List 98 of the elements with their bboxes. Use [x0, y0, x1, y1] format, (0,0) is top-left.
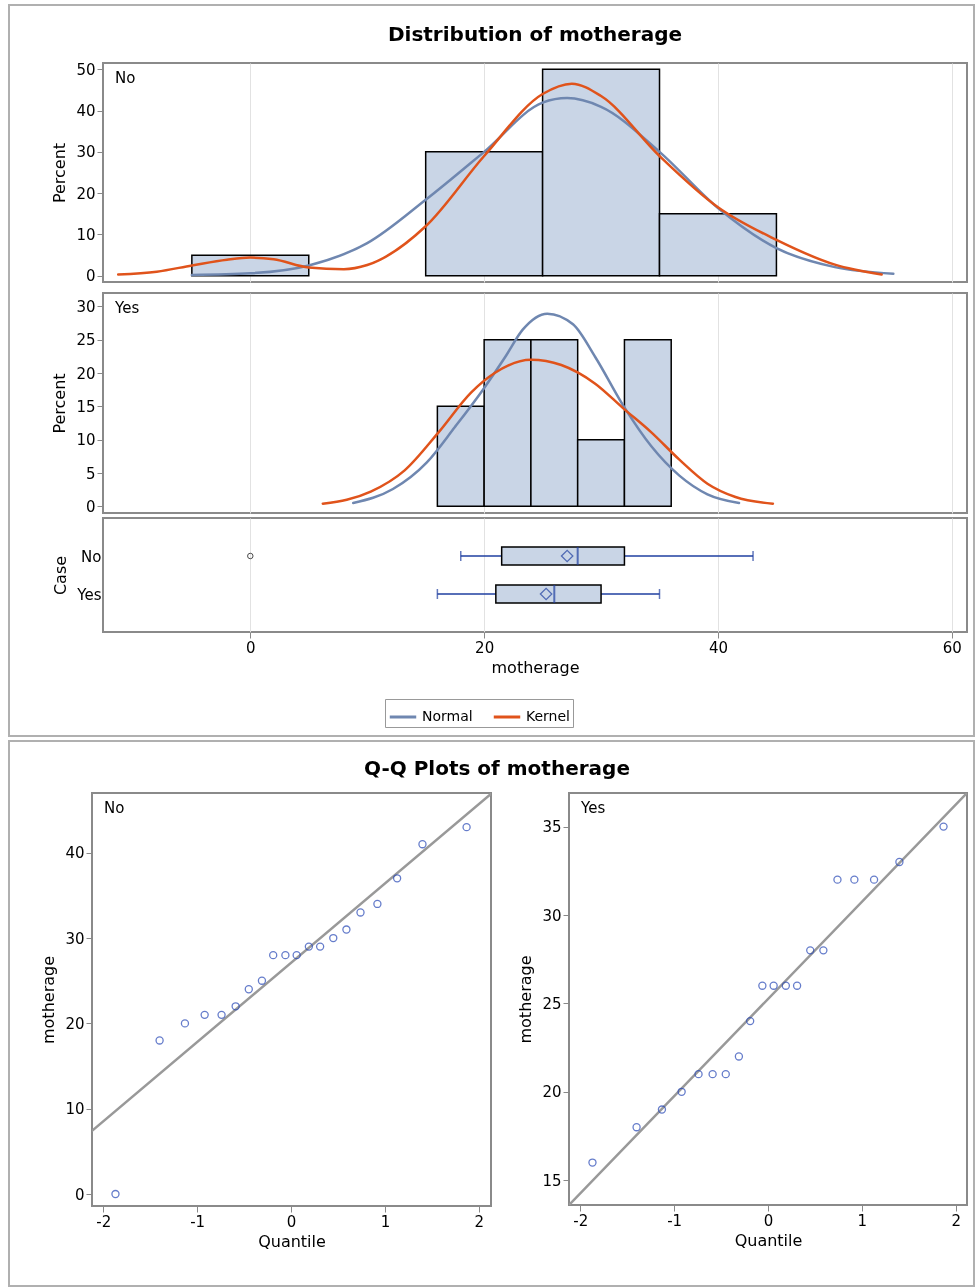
y-tick-label: 20: [542, 1083, 562, 1102]
x-tick-label: 1: [380, 1212, 391, 1231]
y-axis-title: Case: [51, 555, 71, 596]
point: [734, 1052, 744, 1061]
point: [292, 950, 301, 960]
x-tick-label: -1: [190, 1212, 206, 1231]
point: [342, 925, 351, 934]
legend-label: Normal: [422, 708, 473, 724]
annotation: Yes: [580, 799, 606, 817]
y-tick-label: 25: [76, 331, 96, 350]
x-tick-label: 1: [857, 1211, 868, 1230]
y-tick-label: Yes: [76, 585, 102, 604]
y-axis-title: motherage: [39, 955, 59, 1045]
point: [869, 875, 879, 884]
y-tick-label: 0: [85, 497, 96, 516]
y-tick-label: 30: [542, 906, 562, 925]
annotation: No: [115, 69, 136, 87]
line-series: [351, 312, 741, 505]
x-tick-label: 2: [474, 1212, 485, 1231]
y-tick-label: 10: [76, 225, 96, 244]
annotation: No: [104, 799, 125, 817]
legend-label: Kernel: [526, 708, 570, 724]
y-tick-label: 40: [76, 102, 96, 121]
point: [155, 1036, 164, 1045]
point: [657, 1105, 667, 1114]
y-tick-label: No: [81, 547, 102, 566]
y-tick-label: 30: [76, 297, 96, 316]
x-tick-label: 20: [475, 638, 495, 657]
y-tick-label: 30: [76, 143, 96, 162]
line-series: [321, 358, 775, 505]
x-tick-label: 60: [942, 638, 962, 657]
x-tick-label: -1: [667, 1211, 683, 1230]
x-tick-label: 40: [708, 638, 729, 657]
y-tick-label: 15: [542, 1171, 562, 1190]
point: [281, 950, 290, 960]
point: [721, 1069, 730, 1079]
y-tick-label: 10: [76, 431, 96, 450]
chart-title: Q-Q Plots of motherage: [364, 756, 630, 780]
y-tick-label: 10: [65, 1100, 85, 1119]
point: [180, 1019, 190, 1028]
point: [462, 822, 471, 832]
point: [217, 1010, 226, 1020]
point: [850, 875, 859, 884]
point: [694, 1069, 703, 1079]
point: [708, 1069, 717, 1079]
x-tick-label: -2: [573, 1211, 589, 1230]
x-axis-title: motherage: [491, 657, 580, 677]
point: [329, 933, 338, 943]
x-tick-label: -2: [96, 1212, 112, 1231]
point: [200, 1010, 209, 1020]
y-tick-label: 20: [65, 1014, 85, 1033]
point: [939, 822, 948, 831]
point: [392, 874, 402, 883]
x-axis-title: Quantile: [734, 1230, 803, 1250]
y-tick-label: 35: [542, 818, 562, 837]
point: [244, 985, 253, 994]
point: [356, 908, 365, 917]
y-tick-label: 5: [85, 464, 96, 483]
point: [269, 950, 278, 960]
line-series: [116, 82, 883, 276]
point: [373, 899, 382, 909]
y-tick-label: 30: [65, 929, 85, 948]
point: [315, 942, 325, 951]
point: [895, 857, 904, 867]
y-tick-label: 50: [76, 60, 96, 79]
point: [769, 981, 778, 990]
chart-title: Distribution of motherage: [387, 22, 683, 46]
point: [677, 1087, 686, 1097]
point: [781, 981, 791, 990]
y-axis-title: motherage: [516, 955, 536, 1044]
point: [257, 976, 267, 985]
y-tick-label: 20: [76, 364, 96, 383]
y-tick-label: 20: [76, 184, 96, 203]
y-axis-title: Percent: [50, 373, 70, 434]
y-tick-label: 25: [542, 994, 562, 1013]
point: [758, 981, 767, 990]
point: [833, 875, 842, 884]
point: [792, 981, 802, 990]
point: [819, 946, 828, 955]
x-tick-label: 2: [951, 1211, 962, 1230]
point: [111, 1189, 120, 1199]
point: [588, 1158, 597, 1167]
point: [418, 840, 427, 849]
point: [304, 942, 314, 951]
y-tick-label: 0: [85, 267, 96, 286]
point: [806, 946, 815, 955]
x-tick-label: 0: [246, 638, 256, 657]
point: [231, 1002, 240, 1011]
point: [632, 1123, 641, 1132]
y-tick-label: 15: [76, 397, 96, 416]
y-axis-title: Percent: [50, 142, 70, 204]
y-tick-label: 0: [74, 1185, 85, 1204]
annotation: Yes: [114, 299, 140, 317]
x-tick-label: 0: [763, 1211, 774, 1230]
point: [745, 1016, 755, 1026]
y-tick-label: 40: [65, 844, 85, 863]
x-tick-label: 0: [286, 1212, 297, 1231]
x-axis-title: Quantile: [258, 1231, 326, 1251]
